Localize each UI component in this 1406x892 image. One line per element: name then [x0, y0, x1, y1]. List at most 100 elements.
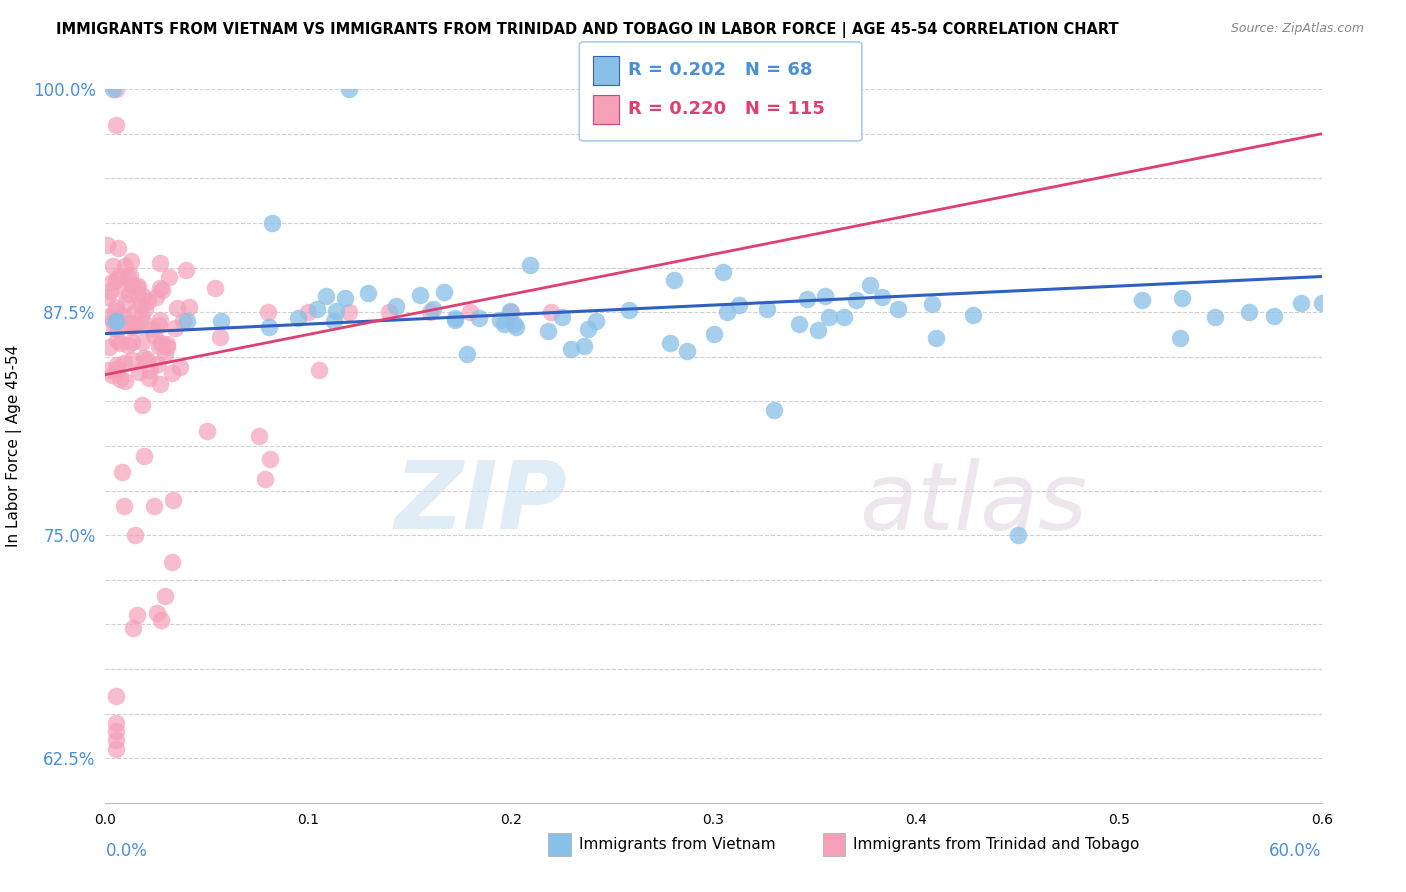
- Point: [131, 335, 153, 350]
- Point: [1239, 305, 1261, 319]
- Point: [297, 305, 319, 319]
- Point: [444, 312, 467, 326]
- Point: [921, 296, 943, 310]
- Point: [127, 288, 149, 302]
- Point: [145, 289, 167, 303]
- Point: [104, 304, 127, 318]
- Point: [101, 259, 124, 273]
- Point: [540, 305, 562, 319]
- Point: [124, 305, 146, 319]
- Point: [104, 715, 127, 730]
- Point: [121, 277, 143, 292]
- Point: [658, 335, 681, 350]
- Point: [120, 268, 142, 283]
- Text: 0.0%: 0.0%: [105, 842, 148, 860]
- Point: [160, 555, 183, 569]
- Point: [572, 339, 595, 353]
- Point: [259, 452, 281, 467]
- Point: [108, 335, 131, 350]
- Point: [422, 301, 444, 316]
- Point: [100, 275, 122, 289]
- Text: 60.0%: 60.0%: [1270, 842, 1322, 860]
- Point: [124, 528, 146, 542]
- Text: ZIP: ZIP: [395, 457, 568, 549]
- Point: [108, 268, 131, 283]
- Point: [703, 327, 725, 342]
- Point: [132, 289, 155, 303]
- Point: [120, 253, 142, 268]
- Point: [551, 310, 574, 324]
- Point: [149, 377, 172, 392]
- Point: [97, 363, 120, 377]
- Point: [728, 298, 751, 312]
- Point: [97, 340, 120, 354]
- Point: [409, 287, 432, 301]
- Text: atlas: atlas: [859, 458, 1088, 549]
- Point: [104, 314, 127, 328]
- Point: [138, 371, 160, 385]
- Point: [104, 724, 127, 739]
- Point: [662, 273, 685, 287]
- Text: Immigrants from Vietnam: Immigrants from Vietnam: [579, 838, 776, 852]
- Point: [148, 339, 170, 353]
- Point: [419, 305, 441, 319]
- Point: [763, 403, 786, 417]
- Point: [150, 336, 173, 351]
- Point: [103, 320, 125, 334]
- Point: [333, 291, 356, 305]
- Point: [132, 449, 155, 463]
- Point: [121, 320, 143, 334]
- Point: [711, 265, 734, 279]
- Point: [357, 286, 380, 301]
- Point: [105, 322, 128, 336]
- Point: [96, 310, 118, 325]
- Point: [177, 300, 200, 314]
- Point: [104, 82, 127, 96]
- Point: [127, 278, 149, 293]
- Point: [121, 352, 143, 367]
- Point: [169, 359, 191, 374]
- Point: [499, 305, 522, 319]
- Point: [818, 310, 841, 324]
- Point: [1263, 309, 1285, 323]
- Point: [112, 356, 135, 370]
- Point: [204, 281, 226, 295]
- Point: [385, 299, 408, 313]
- Point: [1130, 293, 1153, 308]
- Point: [111, 283, 134, 297]
- Point: [166, 301, 188, 315]
- Y-axis label: In Labor Force | Age 45-54: In Labor Force | Age 45-54: [6, 345, 21, 547]
- Point: [132, 351, 155, 365]
- Point: [925, 331, 948, 345]
- Point: [163, 320, 186, 334]
- Point: [124, 318, 146, 332]
- Point: [143, 500, 166, 514]
- Point: [139, 362, 162, 376]
- Point: [110, 465, 132, 479]
- Point: [443, 311, 465, 326]
- Point: [505, 320, 527, 334]
- Point: [176, 314, 198, 328]
- Text: Immigrants from Trinidad and Tobago: Immigrants from Trinidad and Tobago: [853, 838, 1140, 852]
- Text: R = 0.220   N = 115: R = 0.220 N = 115: [628, 100, 825, 118]
- Point: [111, 309, 134, 323]
- Point: [149, 281, 172, 295]
- Point: [789, 317, 811, 331]
- Point: [337, 82, 360, 96]
- Point: [845, 293, 868, 308]
- Point: [146, 606, 169, 620]
- Point: [105, 300, 128, 314]
- Point: [124, 318, 146, 333]
- Point: [162, 493, 184, 508]
- Point: [256, 305, 278, 319]
- Point: [114, 374, 136, 388]
- Point: [716, 305, 738, 319]
- Point: [262, 216, 284, 230]
- Point: [114, 259, 136, 273]
- Point: [1204, 310, 1226, 325]
- Point: [117, 338, 139, 352]
- Point: [337, 305, 360, 319]
- Point: [467, 310, 489, 325]
- Text: IMMIGRANTS FROM VIETNAM VS IMMIGRANTS FROM TRINIDAD AND TOBAGO IN LABOR FORCE | : IMMIGRANTS FROM VIETNAM VS IMMIGRANTS FR…: [56, 22, 1119, 38]
- Point: [134, 301, 156, 316]
